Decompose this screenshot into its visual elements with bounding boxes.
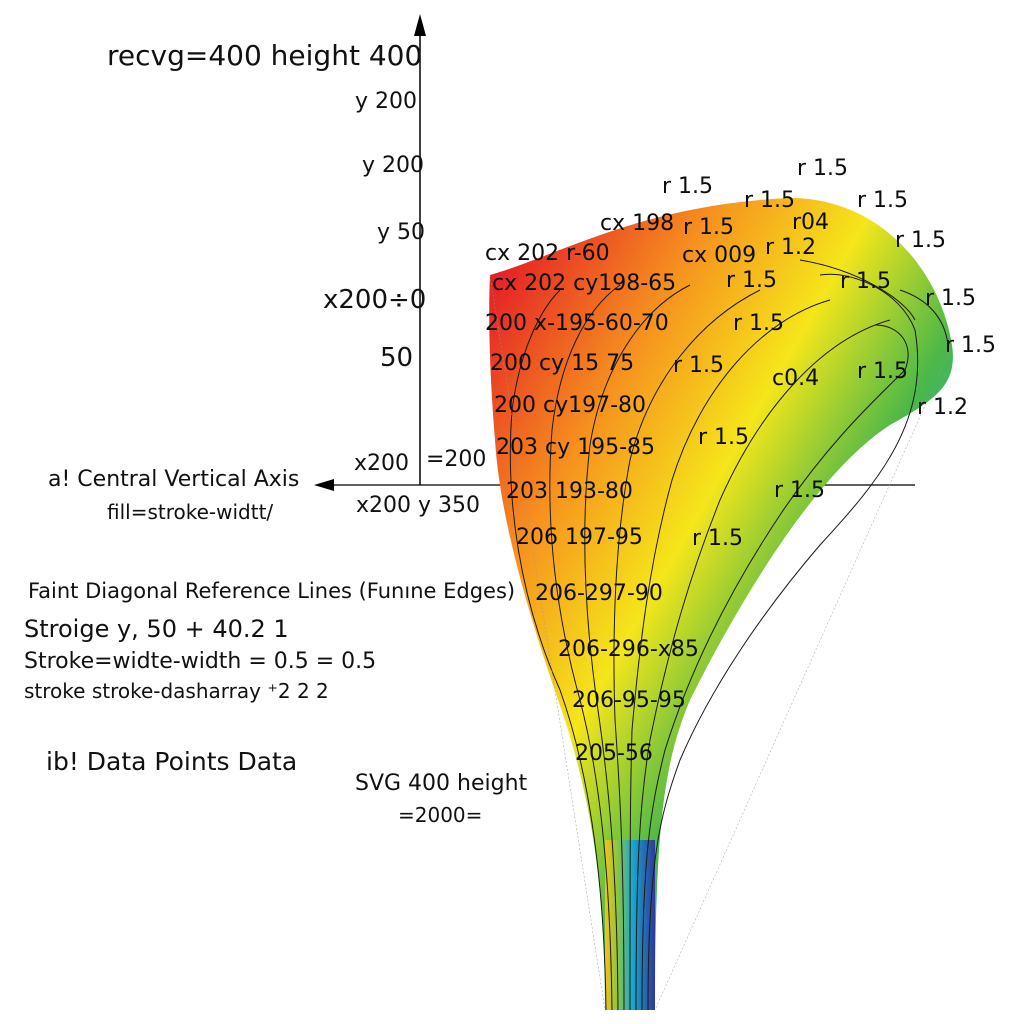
horizontal-axis-arrow-icon: [314, 479, 334, 491]
funnel-shape: [489, 198, 953, 1010]
note-a-sub: fill=stroke-widtt/: [107, 500, 273, 524]
shape-label-10: 206-297-90: [535, 581, 663, 606]
diagonal-reference-lines: [489, 274, 953, 1011]
shape-label-2: cx 198: [600, 211, 674, 236]
shape-label-5: 200 cy 15 75: [490, 351, 634, 376]
radius-label-11: r 1.5: [840, 269, 891, 294]
axis-label-eq200: =200: [426, 447, 486, 472]
axis-label-x200-y350: x200 y 350: [356, 493, 480, 518]
note-diag-line2: Stroke=widte-width = 0.5 = 0.5: [24, 649, 376, 674]
axis-label-y-fifty: y 50: [377, 220, 425, 245]
radius-label-4: r 1.5: [857, 188, 908, 213]
shape-label-9: 206 197-95: [516, 525, 643, 550]
radius-label-3: r 1.5: [744, 188, 795, 213]
radius-label-13: r 1.5: [733, 311, 784, 336]
shape-label-3: cx 202 cy198-65: [492, 271, 676, 296]
shape-label-7: 203 cy 195-85: [496, 435, 655, 460]
radius-label-6: r 1.5: [683, 215, 734, 240]
radius-label-10: r 1.5: [726, 268, 777, 293]
radius-label-20: r 1.5: [774, 478, 825, 503]
shape-label-12: 206-95-95: [572, 688, 686, 713]
axis-label-x200: x200: [354, 451, 409, 476]
contour-lines: [509, 259, 949, 1011]
note-svg-1: SVG 400 height: [355, 771, 528, 796]
radius-label-2: r 1.5: [662, 174, 713, 199]
note-svg-2: =2000=: [398, 803, 482, 827]
radius-label-5: r04: [792, 210, 829, 235]
shape-label-6: 200 cy197-80: [494, 393, 646, 418]
shape-label-11: 206-296-x85: [558, 637, 699, 662]
radius-label-12: r 1.5: [925, 286, 976, 311]
radius-label-18: r 1.5: [857, 359, 908, 384]
radius-label-7: cx 009: [682, 243, 756, 268]
axis-label-y-second: y 200: [362, 153, 424, 178]
radius-label-9: r 1.5: [895, 228, 946, 253]
note-diag-line3: stroke stroke-dasharray ⁺2 2 2: [24, 679, 329, 703]
note-a-title: a! Central Vertical Axis: [48, 467, 299, 492]
vertical-axis-arrow-icon: [414, 14, 426, 36]
radius-labels: r 1.5 r 1.5 r 1.5 r 1.5 r04 r 1.5 cx 009…: [662, 156, 996, 551]
shape-label-1: cx 202 r-60: [485, 241, 610, 266]
note-diag-line1: Stroige y, 50 + 40.2 1: [24, 615, 289, 643]
page-title: recvg=400 height 400: [107, 39, 422, 72]
shape-label-4: 200 x-195-60-70: [485, 311, 669, 336]
radius-label-21: r 1.5: [692, 526, 743, 551]
radius-label-1: r 1.5: [797, 156, 848, 181]
shape-label-8: 203 193-80: [506, 479, 633, 504]
shape-labels: cx 202 r-60 cx 198 cx 202 cy198-65 200 x…: [485, 211, 699, 766]
radius-label-17: r 1.2: [917, 395, 968, 420]
note-b-title: ib! Data Points Data: [46, 747, 297, 776]
radius-label-15: c0.4: [772, 366, 819, 391]
axis-label-x-mark: x200÷0: [323, 285, 426, 315]
radius-label-14: r 1.5: [945, 333, 996, 358]
shape-label-13: 205-56: [575, 741, 653, 766]
radius-label-19: r 1.5: [698, 425, 749, 450]
radius-label-8: r 1.2: [765, 235, 816, 260]
radius-label-16: r 1.5: [673, 353, 724, 378]
note-diag-title: Faint Diagonal Reference Lines (Funıne E…: [28, 579, 515, 603]
axis-label-fifty: 50: [380, 343, 413, 373]
axis-label-y-top: y 200: [355, 89, 417, 114]
